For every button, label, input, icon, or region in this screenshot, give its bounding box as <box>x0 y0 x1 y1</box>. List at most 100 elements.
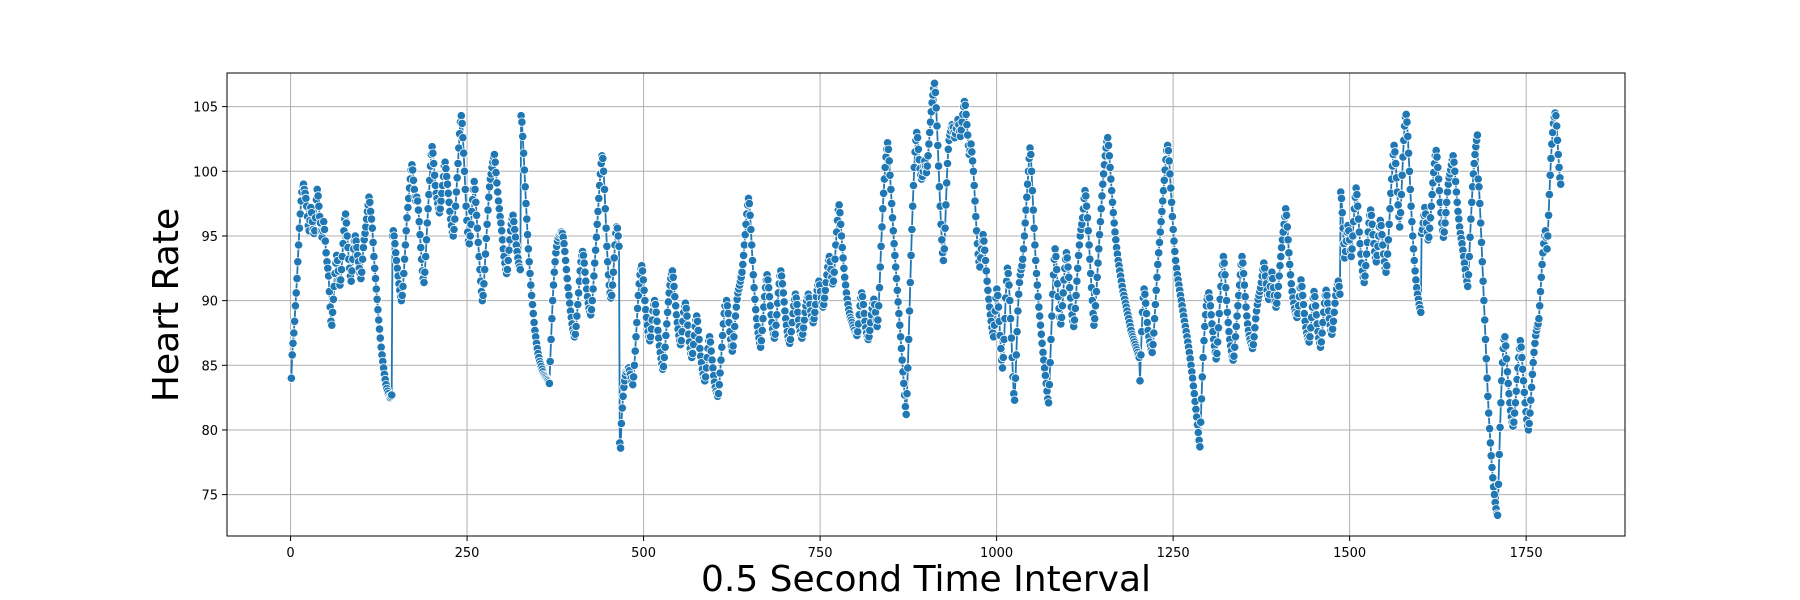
data-point <box>658 361 669 372</box>
data-point <box>483 205 493 215</box>
data-point <box>599 184 610 194</box>
data-point <box>670 292 680 302</box>
data-point <box>1554 162 1564 172</box>
data-point <box>1165 169 1175 179</box>
data-point <box>1052 264 1062 275</box>
data-point <box>450 214 460 224</box>
data-point <box>1405 184 1415 194</box>
data-point <box>1012 327 1022 337</box>
data-point <box>587 295 597 306</box>
data-point <box>904 334 914 344</box>
data-point <box>1284 248 1294 258</box>
data-point <box>1433 162 1443 172</box>
data-point <box>548 280 559 290</box>
data-point <box>1453 206 1463 216</box>
data-point <box>1212 348 1222 359</box>
data-point <box>942 178 952 188</box>
data-point <box>525 268 535 279</box>
data-point <box>1107 197 1118 207</box>
data-point <box>932 121 942 131</box>
data-point <box>403 202 413 213</box>
data-point <box>1283 235 1293 245</box>
data-point <box>1476 218 1486 228</box>
data-point <box>961 109 971 120</box>
data-point <box>527 299 538 310</box>
data-point <box>397 290 407 300</box>
data-point <box>1064 272 1074 282</box>
data-point <box>457 118 467 129</box>
data-point <box>939 244 949 254</box>
data-point <box>1494 449 1504 460</box>
data-point <box>464 239 474 249</box>
data-point <box>422 218 432 228</box>
data-point <box>1094 244 1104 254</box>
data-point <box>1108 208 1118 218</box>
data-point <box>1057 301 1068 311</box>
data-point <box>764 283 774 293</box>
data-point <box>374 324 385 334</box>
data-point <box>1014 277 1025 288</box>
data-point <box>645 332 656 342</box>
data-point <box>1220 270 1230 280</box>
data-point <box>798 323 809 333</box>
x-axis-title: 0.5 Second Time Interval <box>701 559 1151 600</box>
data-point <box>459 166 470 176</box>
data-point <box>1163 146 1174 156</box>
data-point <box>1222 307 1233 317</box>
data-point <box>578 250 589 260</box>
data-point <box>602 241 612 251</box>
data-point <box>1463 281 1473 291</box>
data-point <box>1051 252 1061 262</box>
data-point <box>293 240 304 250</box>
data-point <box>857 292 868 302</box>
data-point <box>581 276 591 286</box>
data-point <box>1058 288 1068 298</box>
data-point <box>570 329 580 339</box>
data-point <box>479 279 489 289</box>
data-point <box>1275 261 1285 271</box>
data-point <box>484 192 494 202</box>
data-point <box>941 200 951 210</box>
data-point <box>510 224 520 235</box>
data-point <box>491 168 501 178</box>
data-point <box>887 213 898 223</box>
data-point <box>1551 111 1561 121</box>
data-point <box>1035 311 1045 321</box>
data-point <box>1519 387 1529 397</box>
data-point <box>1028 205 1038 215</box>
y-tick-label: 100 <box>193 165 218 180</box>
data-point <box>1488 473 1498 483</box>
data-point <box>883 144 894 154</box>
data-point <box>1274 271 1284 281</box>
data-point <box>601 223 611 233</box>
data-point <box>786 327 796 337</box>
data-point <box>1095 217 1106 227</box>
data-point <box>336 264 347 275</box>
data-point <box>1158 196 1168 206</box>
data-point <box>913 144 924 154</box>
data-point <box>962 120 972 130</box>
data-point <box>758 314 768 324</box>
data-point <box>1397 170 1407 180</box>
x-tick-label: 1250 <box>1157 546 1190 561</box>
data-point <box>1467 197 1477 207</box>
data-point <box>1072 276 1082 286</box>
y-tick-label: 105 <box>193 101 218 116</box>
data-point <box>1073 263 1083 273</box>
data-point <box>1407 217 1417 227</box>
data-point <box>408 175 419 185</box>
data-point <box>1020 218 1030 228</box>
data-point <box>1384 219 1394 229</box>
data-point <box>731 302 741 312</box>
data-point <box>933 161 944 171</box>
data-point <box>629 360 640 370</box>
data-point <box>659 352 669 363</box>
plot-area-frame <box>226 72 1626 537</box>
data-point <box>1526 395 1536 405</box>
data-point <box>592 219 602 229</box>
data-point <box>940 223 950 233</box>
data-point <box>893 297 903 307</box>
data-point <box>639 285 649 295</box>
data-point <box>366 214 377 224</box>
data-point <box>1030 240 1040 250</box>
